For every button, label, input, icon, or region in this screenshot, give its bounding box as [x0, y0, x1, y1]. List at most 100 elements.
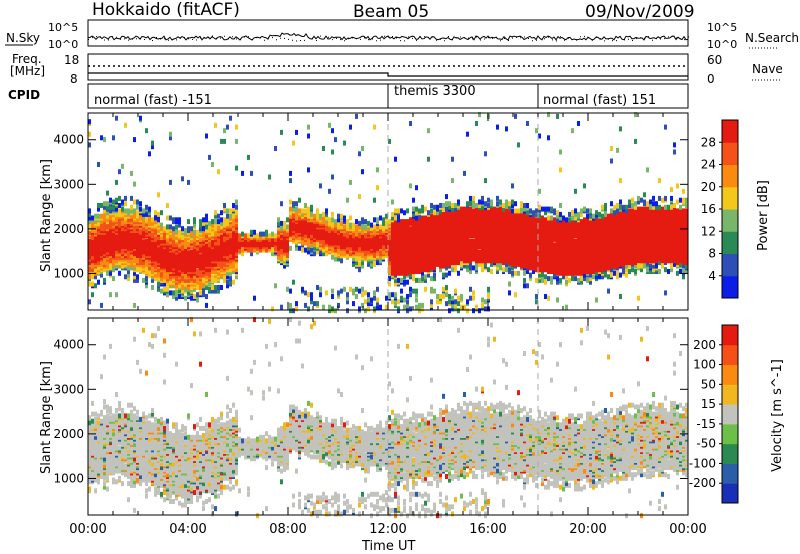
data-cell: [436, 245, 439, 251]
data-cell: [400, 277, 403, 283]
data-cell: [214, 213, 217, 219]
data-cell: [109, 292, 112, 298]
data-cell: [250, 251, 253, 257]
data-cell: [334, 256, 337, 262]
data-cell: [574, 188, 577, 194]
data-cell: [484, 215, 487, 221]
data-cell: [460, 261, 463, 267]
data-cell: [328, 217, 331, 223]
data-cell: [292, 140, 295, 146]
data-cell: [517, 244, 520, 249]
data-cell: [433, 235, 436, 241]
data-cell: [499, 199, 502, 205]
data-cell: [409, 292, 412, 298]
data-cell: [277, 229, 280, 235]
data-cell: [367, 292, 370, 298]
data-cell: [319, 183, 322, 189]
data-cell: [226, 249, 229, 255]
data-cell: [535, 277, 538, 283]
data-cell: [430, 217, 433, 223]
data-cell: [466, 299, 469, 305]
data-cell: [403, 297, 406, 303]
data-cell: [466, 267, 469, 273]
data-cell: [223, 206, 226, 212]
data-cell: [154, 215, 157, 221]
data-cell: [160, 222, 163, 228]
data-cell: [523, 206, 526, 212]
data-cell: [508, 267, 511, 273]
data-cell: [562, 215, 565, 221]
data-cell: [283, 224, 286, 230]
data-cell: [451, 306, 454, 312]
data-cell: [433, 251, 436, 257]
data-cell: [124, 201, 127, 207]
data-cell: [190, 238, 193, 244]
data-cell: [439, 299, 442, 305]
data-cell: [292, 206, 295, 212]
data-cell: [526, 283, 529, 289]
data-cell: [415, 206, 418, 212]
data-cell: [550, 226, 553, 232]
data-cell: [430, 302, 433, 308]
data-cell: [145, 211, 148, 217]
data-cell: [208, 220, 211, 226]
power-heatmap: [88, 112, 688, 314]
data-cell: [328, 308, 331, 314]
data-cell: [166, 203, 169, 208]
data-cell: [379, 229, 382, 235]
data-cell: [358, 151, 361, 157]
data-cell: [376, 185, 379, 191]
data-cell: [259, 247, 262, 253]
data-cell: [187, 219, 190, 225]
data-cell: [553, 258, 556, 264]
data-cell: [466, 201, 469, 207]
data-cell: [331, 245, 334, 251]
data-cell: [538, 204, 541, 210]
data-cell: [268, 233, 271, 239]
data-cell: [118, 195, 121, 201]
data-cell: [556, 279, 559, 285]
data-cell: [484, 299, 487, 305]
data-cell: [451, 251, 454, 257]
data-cell: [505, 199, 508, 205]
data-cell: [211, 285, 214, 290]
data-cell: [568, 277, 571, 283]
data-cell: [556, 235, 559, 241]
data-cell: [220, 285, 223, 290]
data-cell: [145, 258, 148, 264]
nsearch-series: [88, 35, 689, 42]
data-cell: [394, 219, 397, 225]
data-cell: [535, 299, 538, 305]
data-cell: [232, 211, 235, 217]
data-cell: [115, 292, 118, 298]
data-cell: [379, 224, 382, 230]
data-cell: [358, 245, 361, 251]
data-cell: [526, 121, 529, 126]
data-cell: [238, 233, 241, 239]
data-cell: [391, 211, 394, 217]
data-cell: [175, 292, 178, 298]
data-cell: [325, 215, 328, 221]
data-cell: [124, 229, 127, 235]
data-cell: [466, 308, 469, 314]
data-cell: [151, 231, 154, 237]
data-cell: [409, 306, 412, 312]
data-cell: [220, 210, 223, 216]
data-cell: [205, 242, 208, 248]
data-cell: [364, 308, 367, 314]
data-cell: [184, 247, 187, 253]
data-cell: [103, 220, 106, 226]
data-cell: [430, 203, 433, 208]
data-cell: [352, 301, 355, 307]
data-cell: [190, 272, 193, 278]
data-cell: [208, 154, 211, 160]
data-cell: [535, 229, 538, 235]
data-cell: [496, 201, 499, 207]
data-cell: [109, 256, 112, 262]
data-cell: [364, 290, 367, 296]
data-cell: [139, 258, 142, 264]
data-cell: [295, 206, 298, 212]
data-cell: [475, 206, 478, 212]
data-cell: [319, 213, 322, 219]
data-cell: [508, 247, 511, 253]
